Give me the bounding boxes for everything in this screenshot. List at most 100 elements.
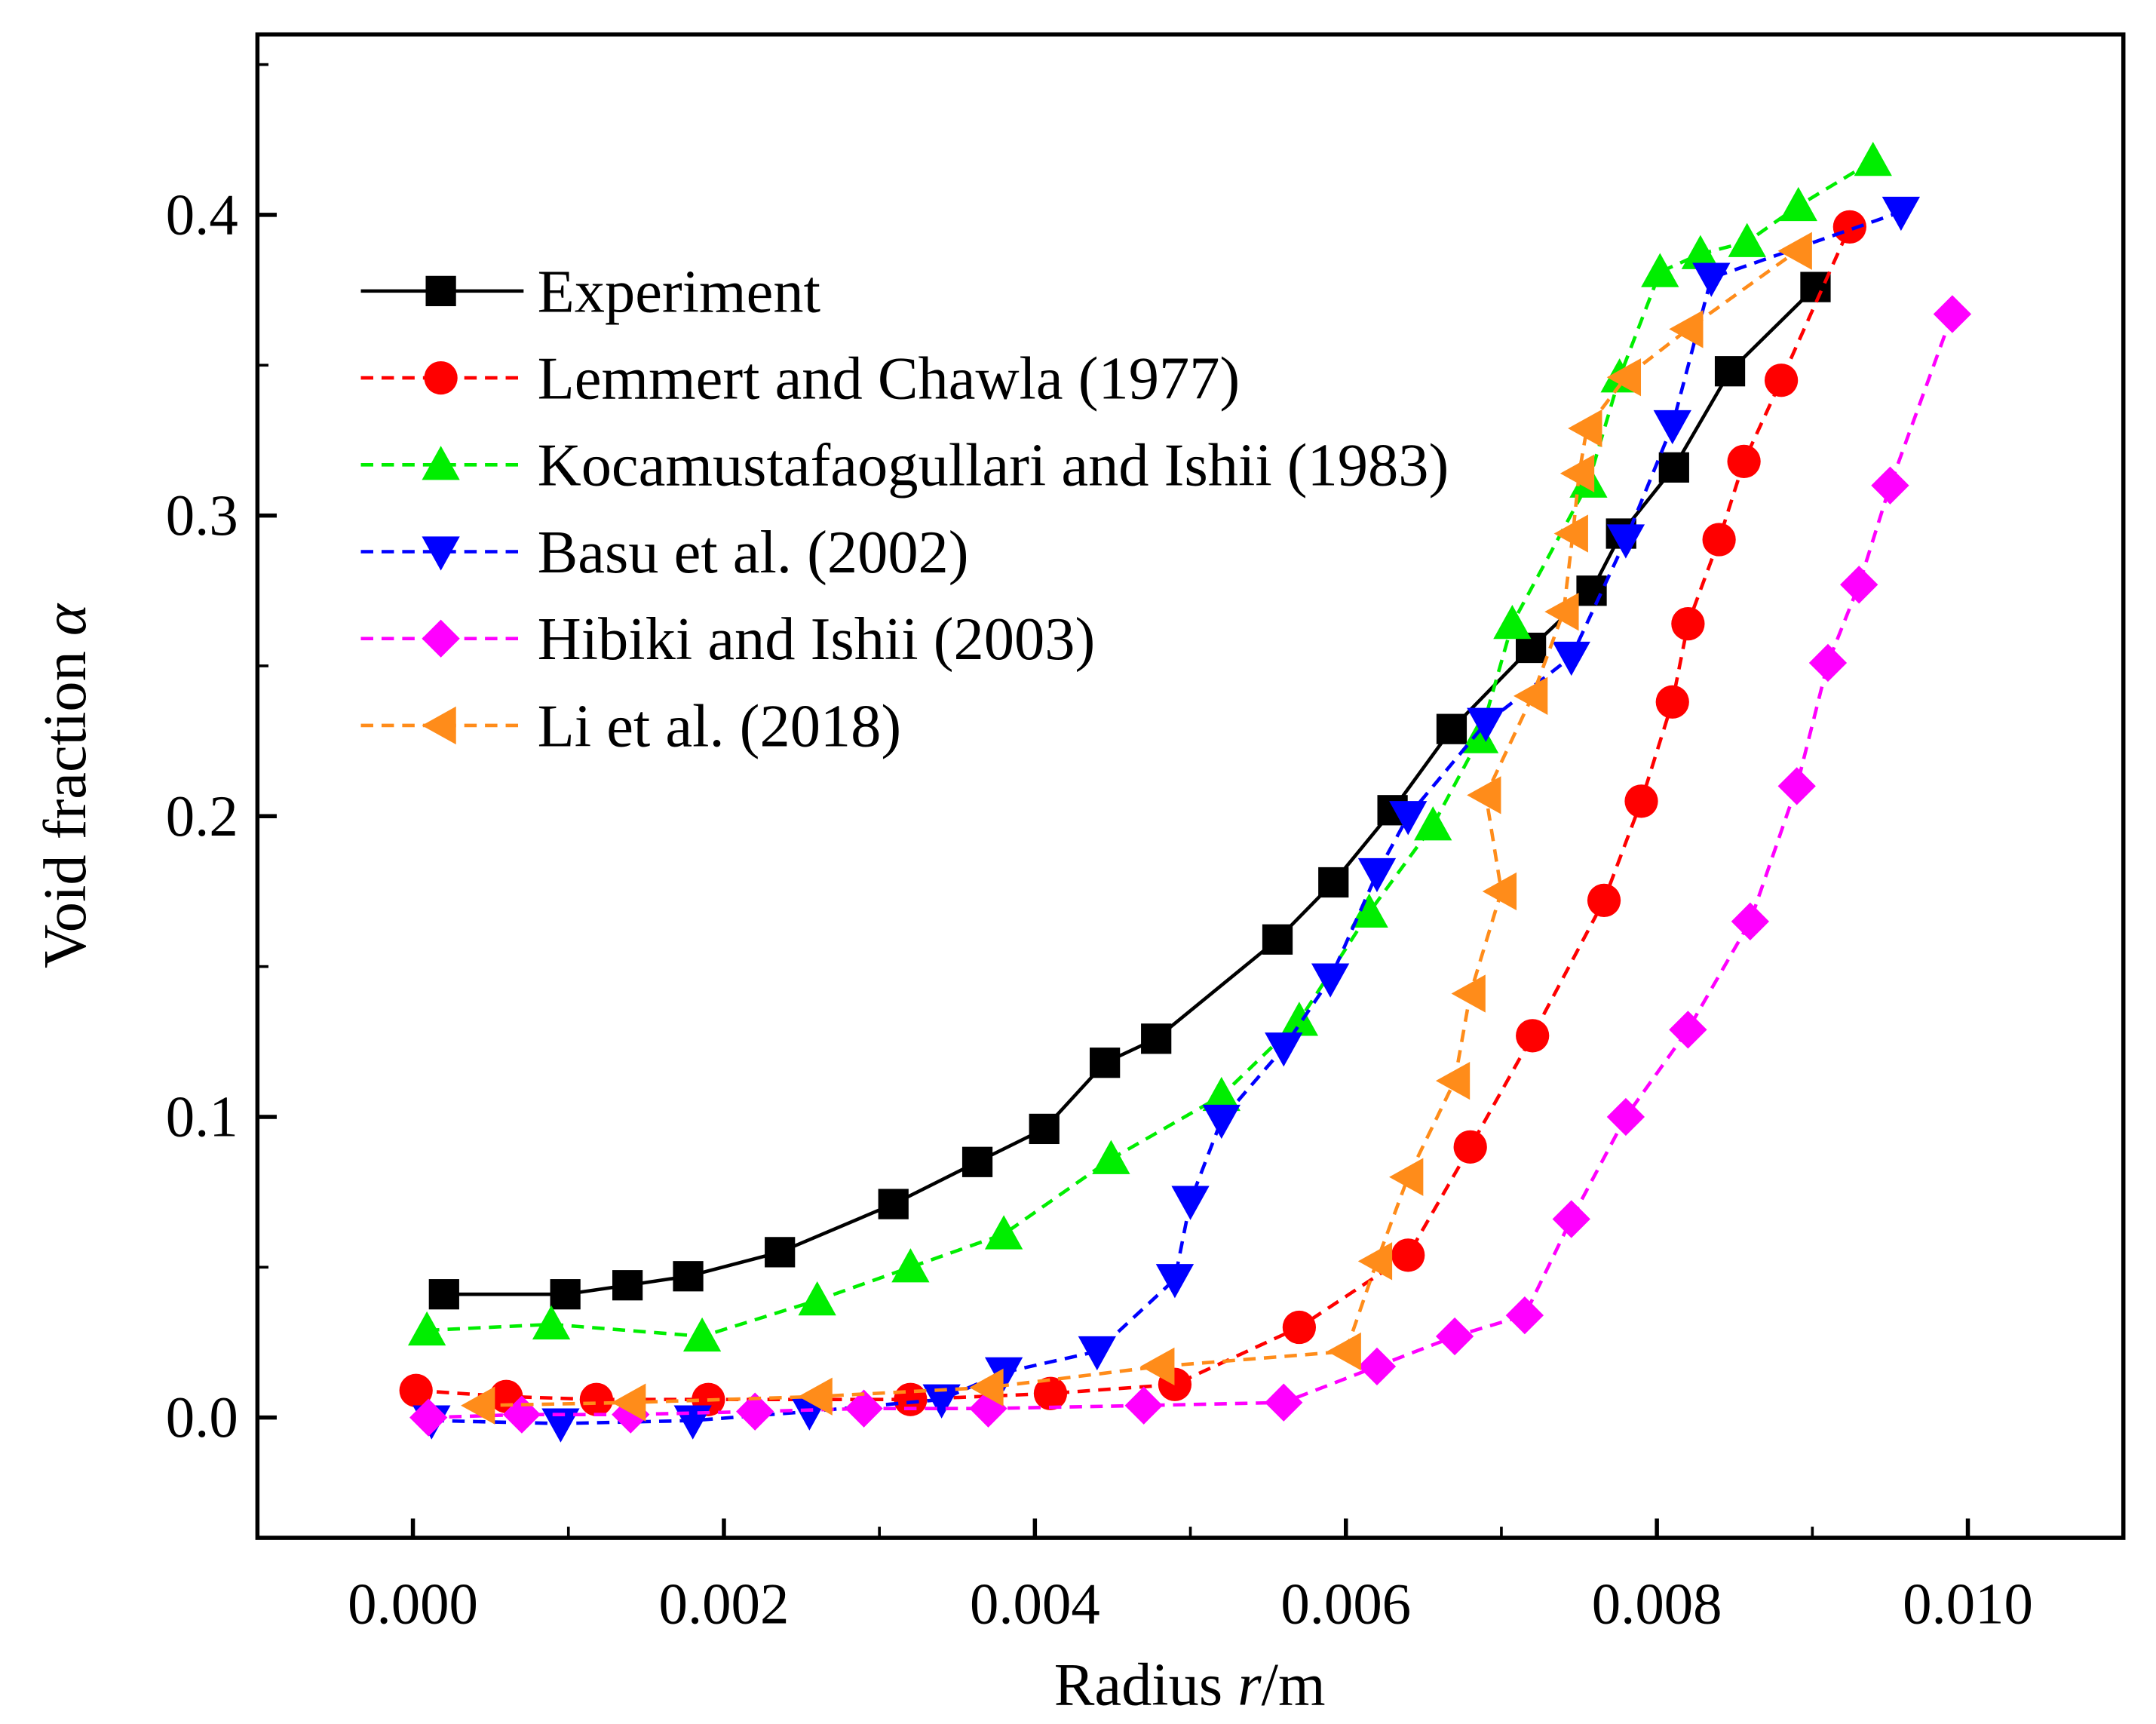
- legend-label: Li et al. (2018): [538, 692, 902, 759]
- triangle-up-marker: [1854, 142, 1892, 176]
- series-basu-et-al-2002-: [412, 196, 1921, 1443]
- circle-marker: [1764, 364, 1799, 397]
- square-marker: [1141, 1023, 1172, 1054]
- series-line: [427, 159, 1874, 1339]
- circle-marker: [1453, 1130, 1487, 1164]
- legend-entry: Li et al. (2018): [360, 692, 902, 759]
- circle-marker: [579, 1382, 614, 1416]
- legend-entry: Kocamustafaogullari and Ishii (1983): [360, 432, 1449, 499]
- circle-marker: [1671, 607, 1705, 641]
- diamond-marker: [1124, 1386, 1163, 1425]
- triangle-down-marker: [1265, 1032, 1303, 1067]
- triangle-left-marker: [1544, 593, 1579, 631]
- triangle-up-marker: [1460, 719, 1499, 753]
- diamond-marker: [1552, 1200, 1590, 1238]
- diamond-marker: [845, 1389, 883, 1428]
- legend-entry: Lemmert and Chawla (1977): [360, 345, 1241, 413]
- triangle-down-marker: [1155, 1264, 1195, 1299]
- y-tick-label: 0.3: [166, 483, 238, 548]
- square-marker: [1090, 1048, 1121, 1078]
- triangle-left-marker: [1568, 409, 1602, 448]
- square-marker: [878, 1189, 909, 1219]
- diamond-marker: [1731, 902, 1770, 940]
- x-tick-label: 0.010: [1903, 1572, 2033, 1636]
- triangle-down-marker: [1389, 801, 1428, 836]
- x-axis-label: Radius r/m: [1054, 1651, 1326, 1718]
- triangle-left-marker: [1467, 776, 1501, 814]
- triangle-up-marker: [798, 1281, 836, 1316]
- triangle-left-marker: [461, 1386, 495, 1425]
- legend-label: Basu et al. (2002): [538, 519, 969, 586]
- diamond-marker: [1777, 767, 1816, 805]
- triangle-left-marker: [969, 1368, 1004, 1407]
- square-marker: [1436, 713, 1467, 744]
- y-tick-label: 0.2: [166, 784, 238, 848]
- triangle-up-marker: [1280, 1002, 1319, 1036]
- x-tick-label: 0.000: [348, 1572, 478, 1636]
- series-kocamustafaogullari-and-ishii-1983-: [407, 142, 1892, 1352]
- triangle-left-marker: [1559, 454, 1595, 492]
- square-marker: [1262, 924, 1293, 955]
- y-tick-label: 0.0: [166, 1385, 238, 1449]
- circle-marker: [1727, 444, 1761, 478]
- square-marker: [765, 1237, 796, 1268]
- x-tick-label: 0.008: [1592, 1572, 1722, 1636]
- triangle-down-marker: [1467, 707, 1505, 742]
- circle-marker: [1624, 784, 1658, 818]
- triangle-up-marker: [1779, 186, 1817, 222]
- square-marker: [550, 1279, 581, 1310]
- circle-marker: [1516, 1019, 1550, 1053]
- triangle-left-marker: [1777, 232, 1812, 270]
- triangle-left-marker: [1326, 1332, 1361, 1371]
- circle-marker: [1832, 210, 1866, 244]
- triangle-left-marker: [612, 1383, 646, 1422]
- x-tick-label: 0.004: [970, 1572, 1100, 1636]
- diamond-marker: [409, 1398, 448, 1437]
- circle-marker: [894, 1382, 928, 1416]
- triangle-up-marker: [891, 1248, 930, 1283]
- square-marker: [428, 1279, 459, 1310]
- diamond-marker: [1840, 566, 1878, 604]
- diamond-marker: [1505, 1296, 1544, 1335]
- legend-label: Kocamustafaogullari and Ishii (1983): [538, 432, 1449, 499]
- triangle-up-marker: [1092, 1140, 1130, 1174]
- axis-ticks: 0.000 0.002 0.004 0.006 0.008 0.010 0.0 0.1 0.2 0…: [166, 63, 2125, 1636]
- square-marker: [1318, 867, 1349, 898]
- triangle-down-marker: [1692, 262, 1731, 297]
- triangle-down-marker: [1357, 857, 1397, 893]
- circle-marker: [1282, 1310, 1317, 1345]
- triangle-left-marker: [1435, 1061, 1471, 1100]
- triangle-left-marker: [1606, 358, 1642, 397]
- diamond-marker: [1669, 1011, 1707, 1049]
- triangle-down-marker: [1606, 524, 1645, 559]
- triangle-up-marker: [1350, 893, 1388, 928]
- square-marker: [1576, 575, 1607, 606]
- legend-entry: Experiment: [360, 258, 820, 325]
- circle-marker: [1033, 1376, 1068, 1410]
- series-experiment: [428, 271, 1831, 1310]
- y-tick-label: 0.4: [166, 183, 238, 247]
- triangle-up-marker: [1641, 253, 1679, 287]
- diamond-marker: [422, 619, 460, 658]
- legend-entry: Basu et al. (2002): [360, 519, 969, 586]
- square-marker: [1658, 452, 1689, 483]
- diamond-marker: [1808, 643, 1848, 683]
- circle-marker: [1702, 523, 1736, 557]
- square-marker: [673, 1261, 704, 1292]
- diamond-marker: [1435, 1317, 1474, 1356]
- triangle-down-marker: [541, 1408, 580, 1443]
- triangle-down-marker: [422, 536, 460, 571]
- triangle-left-marker: [1553, 514, 1588, 553]
- y-axis-label: Void fraction α: [32, 603, 99, 968]
- legend: Experiment Lemmert and Chawla (1977) Kocam…: [360, 258, 1449, 759]
- triangle-up-marker: [1202, 1076, 1241, 1112]
- legend-label: Lemmert and Chawla (1977): [538, 345, 1241, 413]
- legend-label: Experiment: [538, 258, 820, 325]
- triangle-down-marker: [1653, 410, 1691, 445]
- triangle-up-marker: [422, 446, 460, 480]
- triangle-down-marker: [1311, 963, 1350, 998]
- triangle-left-marker: [798, 1377, 833, 1416]
- triangle-down-marker: [984, 1357, 1023, 1391]
- x-tick-label: 0.006: [1280, 1572, 1411, 1636]
